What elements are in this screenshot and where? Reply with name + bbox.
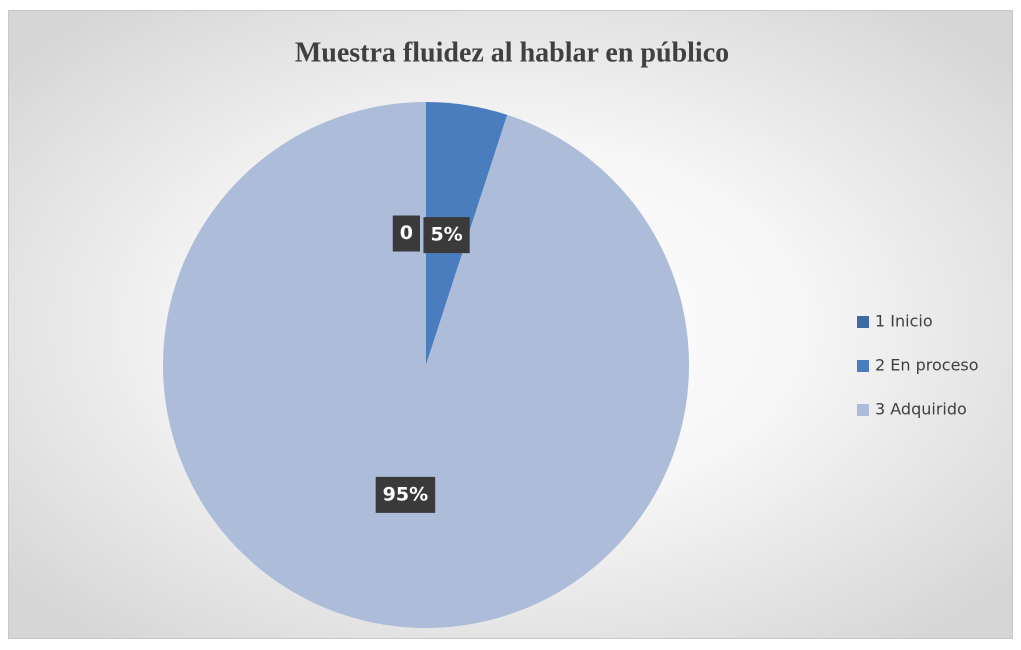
data-label-box [392,215,420,252]
data-label-box [423,217,470,254]
pie-slice [163,102,689,628]
data-label: 95% [375,476,436,513]
data-label-box [375,476,436,513]
chart-title: Muestra fluidez al hablar en público [295,37,729,68]
data-label: 0 [392,215,420,252]
data-label: 5% [423,217,470,254]
data-label-text: 5% [430,224,462,246]
legend-label: 3 Adquirido [875,400,967,419]
legend-label: 2 En proceso [875,356,979,375]
legend-swatch [857,316,869,328]
data-label-text: 95% [383,483,428,505]
legend-label: 1 Inicio [875,312,933,331]
legend-swatch [857,404,869,416]
data-label-text: 0 [400,222,413,244]
legend-swatch [857,360,869,372]
